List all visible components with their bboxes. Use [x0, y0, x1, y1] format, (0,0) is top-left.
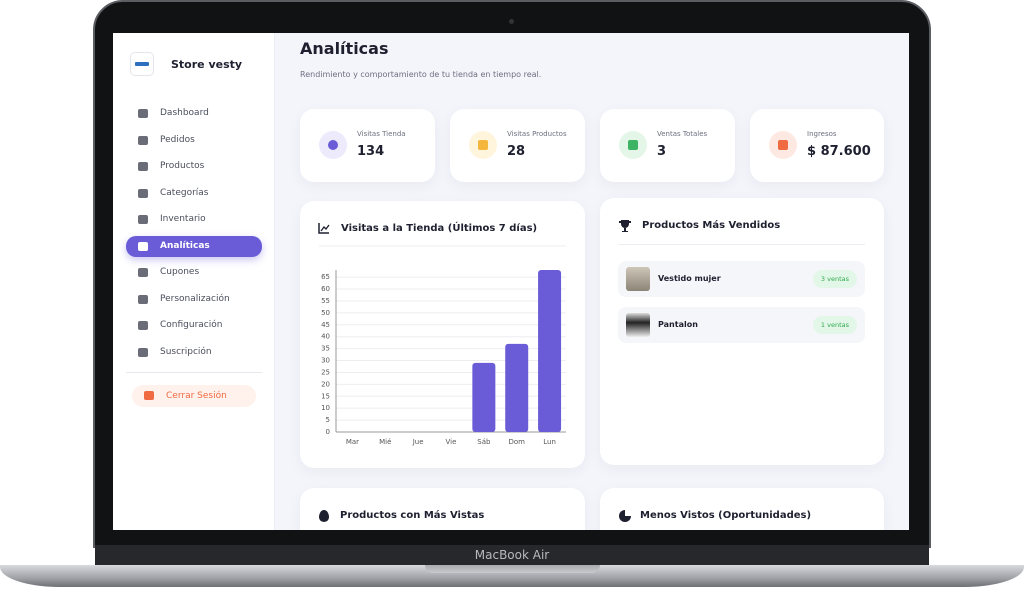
- menu-label: Configuración: [160, 320, 223, 330]
- menu-label: Pedidos: [160, 134, 195, 145]
- menu-label: Categorías: [160, 187, 209, 198]
- menu-item[interactable]: Suscripción: [126, 342, 262, 363]
- stat-label: Visitas Productos: [507, 130, 567, 138]
- bar: [538, 270, 562, 432]
- divider: [618, 244, 865, 245]
- menu-item[interactable]: Cupones: [126, 262, 262, 283]
- y-tick-label: 50: [321, 309, 330, 317]
- laptop-notch: [425, 565, 600, 573]
- menu-item[interactable]: Inventario: [126, 209, 262, 230]
- y-tick-label: 55: [321, 297, 330, 305]
- stat-card: Ventas Totales 3: [600, 109, 735, 182]
- menu-item[interactable]: Categorías: [126, 183, 262, 204]
- y-tick-label: 30: [321, 357, 330, 365]
- menu-item[interactable]: Personalización: [126, 289, 262, 310]
- y-tick-label: 10: [321, 404, 330, 412]
- product-row: Pantalon 1 ventas: [618, 307, 865, 343]
- y-tick-label: 65: [321, 273, 330, 281]
- x-tick-label: Jue: [412, 438, 424, 446]
- sales-badge: 1 ventas: [812, 316, 857, 334]
- section-card: Productos con Más Vistas: [300, 488, 585, 530]
- stat-icon: [619, 131, 647, 159]
- product-name: Pantalon: [658, 320, 698, 329]
- store-name: Store vesty: [171, 58, 243, 71]
- product-row: Vestido mujer 3 ventas: [618, 261, 865, 297]
- stat-icon: [769, 131, 797, 159]
- product-thumb: [626, 313, 650, 337]
- stat-value: 3: [657, 144, 667, 159]
- bar: [505, 343, 529, 432]
- stat-glyph: [628, 140, 638, 150]
- stat-label: Visitas Tienda: [357, 130, 406, 138]
- menu-label: Productos: [160, 161, 205, 171]
- x-tick-label: Lun: [543, 438, 556, 446]
- divider: [126, 372, 262, 373]
- camera: [509, 19, 514, 24]
- sales-badge: 3 ventas: [812, 270, 857, 288]
- logout-button[interactable]: Cerrar Sesión: [132, 385, 256, 407]
- menu-item[interactable]: Configuración: [126, 315, 262, 336]
- stat-card: Ingresos $ 87.600: [750, 109, 884, 182]
- stat-glyph: [328, 140, 338, 150]
- stat-icon: [319, 131, 347, 159]
- y-tick-label: 5: [326, 416, 330, 424]
- y-tick-label: 0: [326, 428, 330, 436]
- stat-icon: [469, 131, 497, 159]
- menu-label: Personalización: [160, 293, 230, 304]
- stat-label: Ingresos: [807, 130, 837, 138]
- menu-label: Suscripción: [160, 346, 212, 357]
- product-thumb: [626, 267, 650, 291]
- y-tick-label: 20: [321, 380, 330, 388]
- menu-item[interactable]: Analíticas: [126, 235, 262, 257]
- stat-value: 28: [507, 144, 526, 159]
- page-title: Analíticas: [300, 39, 389, 58]
- menu-label: Cupones: [160, 267, 200, 277]
- chart-card: Visitas a la Tienda (Últimos 7 días) 0 5 1…: [300, 201, 585, 468]
- y-tick-label: 15: [321, 392, 330, 400]
- menu-label: Analíticas: [160, 240, 210, 251]
- card-title: Productos Más Vendidos: [642, 220, 781, 231]
- x-tick-label: Sáb: [477, 438, 491, 446]
- x-tick-label: Mar: [346, 438, 359, 446]
- product-name: Vestido mujer: [658, 274, 721, 283]
- y-tick-label: 35: [321, 345, 330, 353]
- x-tick-label: Mié: [379, 438, 391, 446]
- menu-item[interactable]: Pedidos: [126, 130, 262, 151]
- trophy-icon: [619, 220, 631, 232]
- y-tick-label: 60: [321, 285, 330, 293]
- stat-glyph: [478, 140, 488, 150]
- bar: [472, 362, 496, 432]
- menu-label: Inventario: [160, 214, 206, 224]
- logout-label: Cerrar Sesión: [166, 391, 227, 401]
- stat-card: Visitas Productos 28: [450, 109, 585, 182]
- stat-glyph: [778, 140, 788, 150]
- sidebar: Store vesty Cerrar Sesión Dashboard Pedid…: [113, 33, 275, 530]
- stat-value: 134: [357, 144, 385, 159]
- menu-item[interactable]: Dashboard: [126, 103, 262, 124]
- laptop-base: [0, 565, 1024, 587]
- page-subtitle: Rendimiento y comportamiento de tu tiend…: [300, 70, 542, 79]
- stat-value: $ 87.600: [807, 144, 871, 159]
- card-title: Productos con Más Vistas: [340, 510, 485, 521]
- chart: Visitas a la Tienda (Últimos 7 días) 0 5 1…: [318, 221, 566, 446]
- top-products-card: Productos Más Vendidos Vestido mujer 3 ve…: [600, 198, 884, 465]
- stat-card: Visitas Tienda 134: [300, 109, 435, 182]
- chart-title: Visitas a la Tienda (Últimos 7 días): [341, 221, 537, 234]
- x-tick-label: Vie: [446, 438, 457, 446]
- y-tick-label: 25: [321, 368, 330, 376]
- card-title: Menos Vistos (Oportunidades): [640, 510, 812, 521]
- y-tick-label: 45: [321, 321, 330, 329]
- section-card: Menos Vistos (Oportunidades): [600, 488, 884, 530]
- store-logo: [130, 52, 154, 76]
- screen: Store vesty Cerrar Sesión Dashboard Pedid…: [113, 33, 909, 530]
- y-tick-label: 40: [321, 333, 330, 341]
- x-tick-label: Dom: [508, 438, 525, 446]
- stat-label: Ventas Totales: [657, 130, 708, 138]
- menu-item[interactable]: Productos: [126, 156, 262, 177]
- laptop-label: MacBook Air: [95, 545, 929, 565]
- menu-label: Dashboard: [160, 108, 209, 118]
